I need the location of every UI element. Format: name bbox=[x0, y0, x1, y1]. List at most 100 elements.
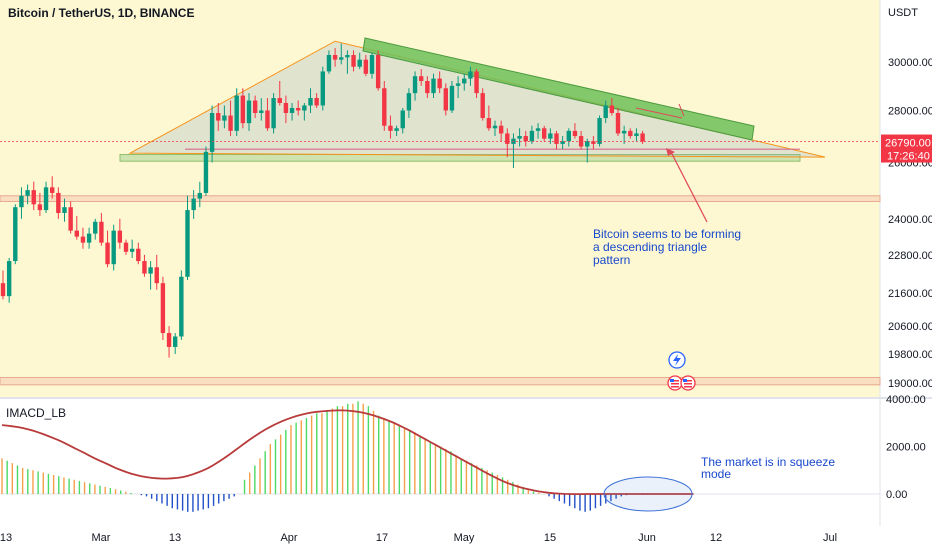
candle[interactable] bbox=[597, 115, 602, 147]
candle[interactable] bbox=[419, 69, 424, 86]
candle[interactable] bbox=[369, 52, 375, 79]
candle[interactable] bbox=[462, 73, 467, 91]
candle[interactable] bbox=[314, 93, 319, 108]
flash-event-icon[interactable] bbox=[668, 351, 686, 369]
candle[interactable] bbox=[455, 76, 461, 99]
candle[interactable] bbox=[388, 115, 393, 139]
key-level-zone-3[interactable] bbox=[0, 376, 881, 386]
candle[interactable] bbox=[173, 333, 178, 355]
candle[interactable] bbox=[6, 257, 12, 303]
us-flag-event-icon[interactable] bbox=[667, 375, 683, 391]
candle[interactable] bbox=[363, 55, 369, 77]
candle[interactable] bbox=[431, 73, 436, 99]
candle[interactable] bbox=[13, 204, 18, 265]
squeeze-ellipse[interactable] bbox=[603, 476, 693, 512]
candle[interactable] bbox=[308, 88, 313, 114]
candle[interactable] bbox=[277, 80, 282, 106]
candle[interactable] bbox=[443, 83, 448, 116]
candle[interactable] bbox=[345, 50, 350, 74]
upper-trend-band[interactable] bbox=[362, 37, 755, 141]
candle[interactable] bbox=[68, 201, 73, 234]
candle[interactable] bbox=[554, 130, 559, 150]
candle[interactable] bbox=[382, 80, 387, 131]
candle[interactable] bbox=[160, 276, 166, 340]
candle[interactable] bbox=[640, 130, 645, 144]
candle[interactable] bbox=[375, 50, 381, 91]
candle[interactable] bbox=[86, 227, 92, 249]
candle[interactable] bbox=[56, 187, 61, 219]
annotation-arrow-line[interactable] bbox=[670, 151, 708, 223]
candle[interactable] bbox=[43, 181, 49, 213]
candle[interactable] bbox=[480, 88, 485, 121]
candle[interactable] bbox=[148, 261, 153, 290]
candle[interactable] bbox=[142, 254, 147, 277]
candle[interactable] bbox=[505, 128, 510, 158]
candle[interactable] bbox=[357, 52, 362, 70]
candle[interactable] bbox=[400, 107, 405, 134]
candle[interactable] bbox=[216, 102, 221, 131]
candle[interactable] bbox=[628, 128, 633, 139]
candle[interactable] bbox=[123, 239, 129, 255]
signal-line[interactable] bbox=[1, 409, 694, 495]
candle[interactable] bbox=[449, 80, 455, 114]
candle[interactable] bbox=[289, 102, 295, 121]
candle[interactable] bbox=[50, 176, 55, 199]
candle[interactable] bbox=[209, 105, 215, 163]
candle[interactable] bbox=[129, 239, 135, 258]
candle[interactable] bbox=[566, 128, 571, 147]
candle[interactable] bbox=[136, 242, 141, 265]
symbol-title[interactable]: Bitcoin / TetherUS, 1D, BINANCE bbox=[8, 6, 194, 20]
candle[interactable] bbox=[166, 326, 172, 358]
candle[interactable] bbox=[25, 184, 30, 205]
candle[interactable] bbox=[615, 107, 621, 137]
candle[interactable] bbox=[271, 93, 276, 134]
candle[interactable] bbox=[179, 270, 184, 340]
candle[interactable] bbox=[111, 224, 116, 271]
key-level-zone-2[interactable] bbox=[0, 195, 881, 202]
triangle-note-line-2[interactable]: a descending triangle bbox=[593, 240, 707, 254]
candle[interactable] bbox=[474, 69, 479, 99]
candle[interactable] bbox=[240, 88, 246, 129]
candle[interactable] bbox=[468, 66, 473, 86]
candle[interactable] bbox=[339, 43, 344, 65]
candle[interactable] bbox=[609, 98, 615, 116]
candle[interactable] bbox=[222, 105, 227, 129]
candle[interactable] bbox=[523, 130, 528, 147]
candle[interactable] bbox=[228, 100, 233, 137]
candle[interactable] bbox=[246, 93, 252, 131]
candle[interactable] bbox=[591, 136, 596, 150]
candle[interactable] bbox=[585, 138, 590, 163]
candle[interactable] bbox=[560, 136, 565, 150]
candle[interactable] bbox=[542, 125, 547, 142]
candle[interactable] bbox=[621, 125, 627, 144]
candle[interactable] bbox=[197, 181, 202, 208]
us-flag-event-icon-2[interactable] bbox=[680, 375, 696, 391]
candle[interactable] bbox=[105, 230, 110, 268]
candle[interactable] bbox=[185, 195, 190, 280]
candle[interactable] bbox=[252, 95, 258, 119]
candle[interactable] bbox=[326, 50, 332, 74]
trend-projection-line[interactable] bbox=[635, 107, 683, 119]
candle[interactable] bbox=[62, 198, 67, 222]
candle[interactable] bbox=[296, 100, 301, 116]
squeeze-note-line-2[interactable]: mode bbox=[701, 467, 731, 481]
candle[interactable] bbox=[191, 190, 196, 219]
candle[interactable] bbox=[492, 120, 498, 137]
candle[interactable] bbox=[548, 128, 553, 144]
candle[interactable] bbox=[19, 187, 24, 219]
candle[interactable] bbox=[406, 88, 412, 119]
triangle-note-line-3[interactable]: pattern bbox=[593, 253, 630, 267]
candle[interactable] bbox=[265, 98, 270, 131]
candle[interactable] bbox=[498, 120, 504, 142]
candle[interactable] bbox=[437, 71, 442, 94]
candle[interactable] bbox=[535, 123, 541, 139]
candle[interactable] bbox=[117, 218, 123, 249]
candle[interactable] bbox=[634, 128, 639, 142]
candle[interactable] bbox=[283, 95, 289, 124]
candle[interactable] bbox=[529, 125, 535, 144]
candle[interactable] bbox=[0, 270, 6, 300]
candle[interactable] bbox=[425, 76, 430, 99]
key-level-zone-1[interactable] bbox=[119, 154, 801, 162]
candle[interactable] bbox=[351, 50, 356, 72]
candle[interactable] bbox=[259, 98, 264, 121]
